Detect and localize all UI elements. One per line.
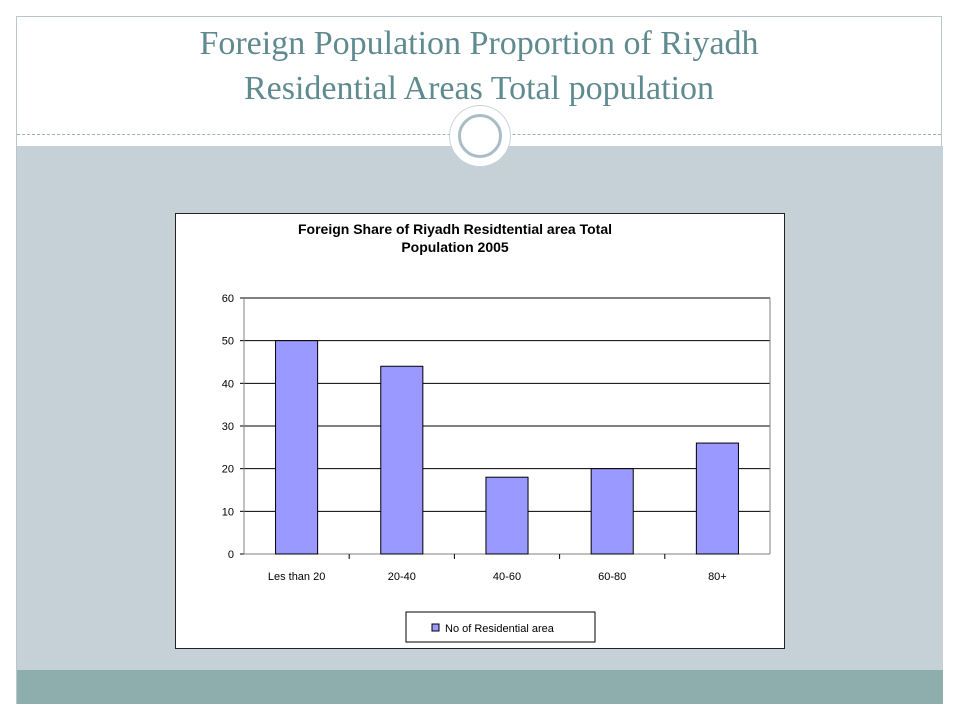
slide-title: Foreign Population Proportion of Riyadh …	[17, 17, 941, 111]
y-tick-label: 60	[222, 293, 234, 305]
bar	[695, 442, 739, 555]
y-tick-label: 40	[222, 378, 234, 390]
bar	[380, 365, 424, 555]
y-tick-label: 0	[228, 549, 234, 561]
bar	[485, 476, 529, 555]
slide-title-line-1: Foreign Population Proportion of Riyadh	[199, 25, 759, 62]
x-tick-label: 60-80	[598, 571, 626, 583]
legend-swatch	[431, 623, 440, 632]
x-tick-label: 40-60	[493, 571, 521, 583]
y-tick-label: 30	[222, 421, 234, 433]
chart-title-line-1: Foreign Share of Riyadh Residtential are…	[298, 221, 612, 237]
y-tick-label: 10	[222, 506, 234, 518]
ring-ornament-icon	[450, 106, 510, 166]
chart-container: Foreign Share of Riyadh Residtential are…	[175, 213, 785, 649]
slide-title-line-2: Residential Areas Total population	[243, 70, 715, 107]
legend-label: No of Residential area	[445, 623, 555, 635]
legend-box	[405, 611, 596, 643]
bar	[275, 340, 319, 555]
x-tick-label: 20-40	[388, 571, 416, 583]
footer-band	[17, 670, 943, 704]
y-tick-label: 50	[222, 336, 234, 348]
x-tick-label: 80+	[708, 571, 727, 583]
x-tick-label: Les than 20	[268, 571, 326, 583]
bar-chart: Foreign Share of Riyadh Residtential are…	[222, 221, 771, 643]
bar	[590, 468, 634, 555]
y-tick-label: 20	[222, 464, 234, 476]
chart-title-line-2: Population 2005	[401, 239, 509, 255]
